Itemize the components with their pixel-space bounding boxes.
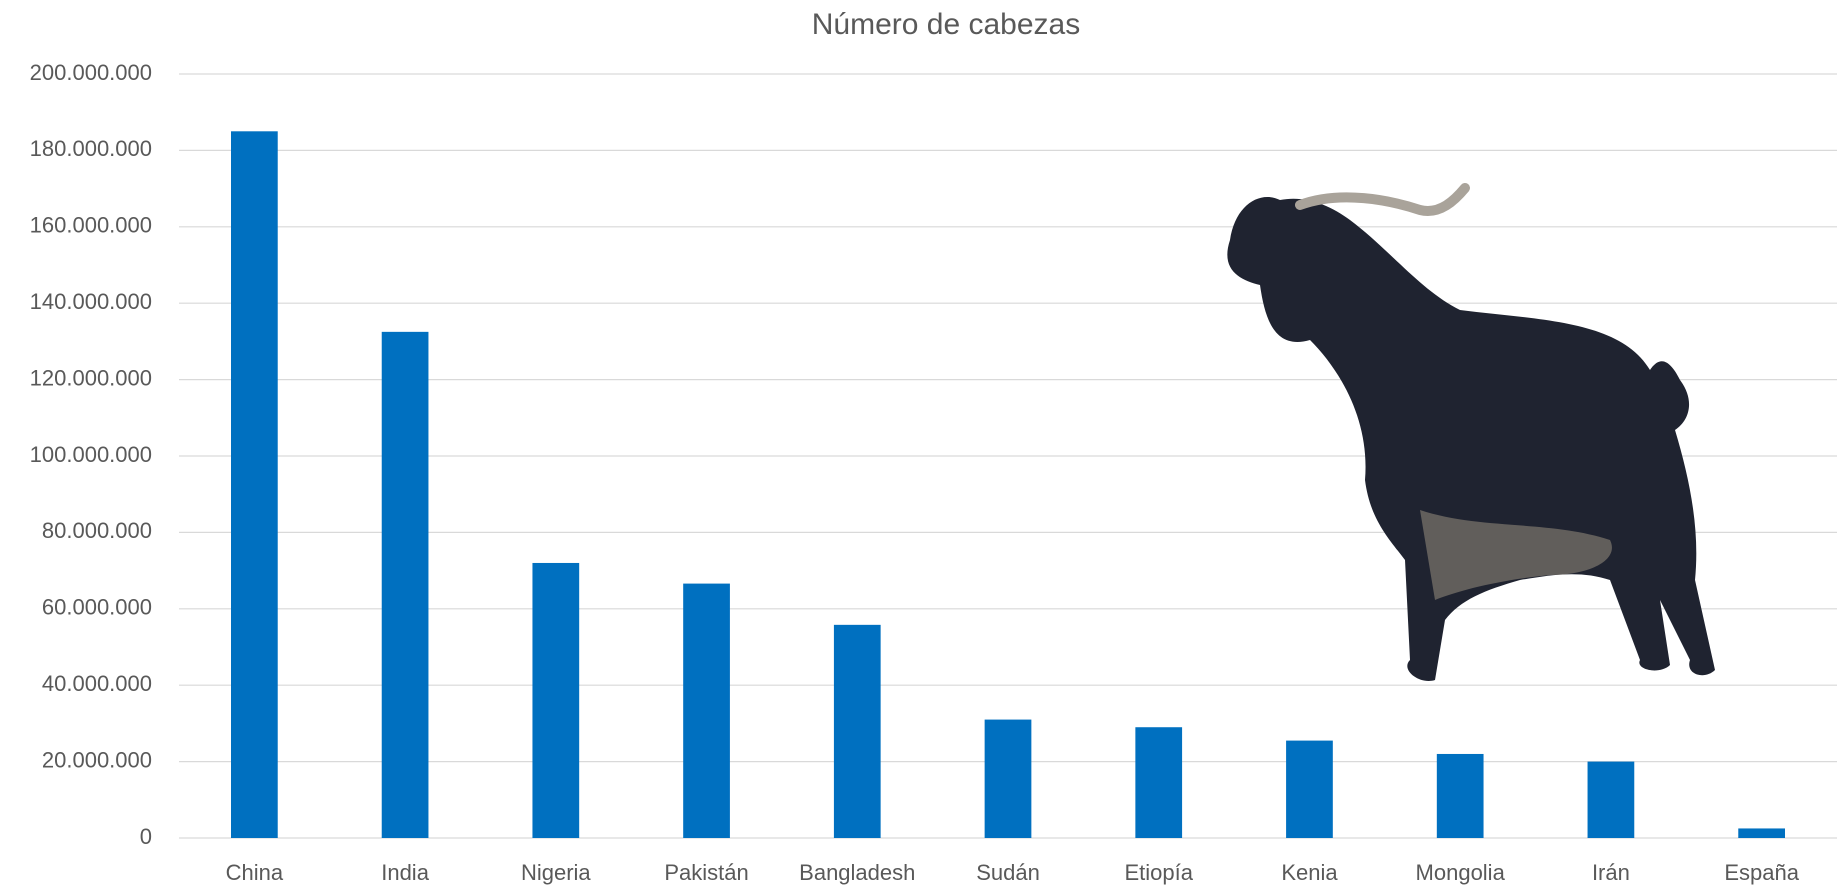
- y-tick-label: 180.000.000: [30, 136, 152, 161]
- y-tick-label: 120.000.000: [30, 365, 152, 390]
- x-tick-label: Etiopía: [1124, 860, 1193, 885]
- x-tick-label: Bangladesh: [799, 860, 915, 885]
- bar: [984, 719, 1032, 838]
- bar: [1587, 761, 1635, 838]
- bar: [683, 583, 730, 838]
- x-tick-label: Irán: [1592, 860, 1630, 885]
- goat-fleece: [1420, 510, 1612, 600]
- bar: [833, 624, 881, 838]
- y-tick-label: 200.000.000: [30, 60, 152, 85]
- y-tick-label: 80.000.000: [42, 518, 152, 543]
- y-tick-label: 160.000.000: [30, 213, 152, 238]
- x-tick-label: España: [1724, 860, 1799, 885]
- y-tick-label: 0: [140, 824, 152, 849]
- goat-horn: [1295, 183, 1470, 216]
- y-tick-label: 60.000.000: [42, 595, 152, 620]
- x-tick-label: Mongolia: [1416, 860, 1506, 885]
- y-tick-label: 140.000.000: [30, 289, 152, 314]
- bar: [1738, 828, 1785, 838]
- x-tick-label: Kenia: [1281, 860, 1338, 885]
- bar: [1286, 740, 1333, 838]
- bar: [381, 331, 429, 838]
- bar: [532, 562, 580, 838]
- chart-title: Número de cabezas: [812, 8, 1080, 41]
- y-tick-label: 40.000.000: [42, 671, 152, 696]
- goat-illustration: [1227, 183, 1715, 681]
- x-tick-label: China: [226, 860, 284, 885]
- x-tick-label: Pakistán: [664, 860, 748, 885]
- bar: [1135, 727, 1183, 838]
- x-tick-label: India: [381, 860, 429, 885]
- x-tick-label: Sudán: [976, 860, 1040, 885]
- plot-area: 0 20.000.000 40.000.000 60.000.000 80.000.00…: [30, 60, 1837, 885]
- bar: [231, 131, 278, 839]
- y-tick-label: 100.000.000: [30, 442, 152, 467]
- bar: [1436, 753, 1484, 838]
- x-tick-label: Nigeria: [521, 860, 591, 885]
- y-tick-label: 20.000.000: [42, 747, 152, 772]
